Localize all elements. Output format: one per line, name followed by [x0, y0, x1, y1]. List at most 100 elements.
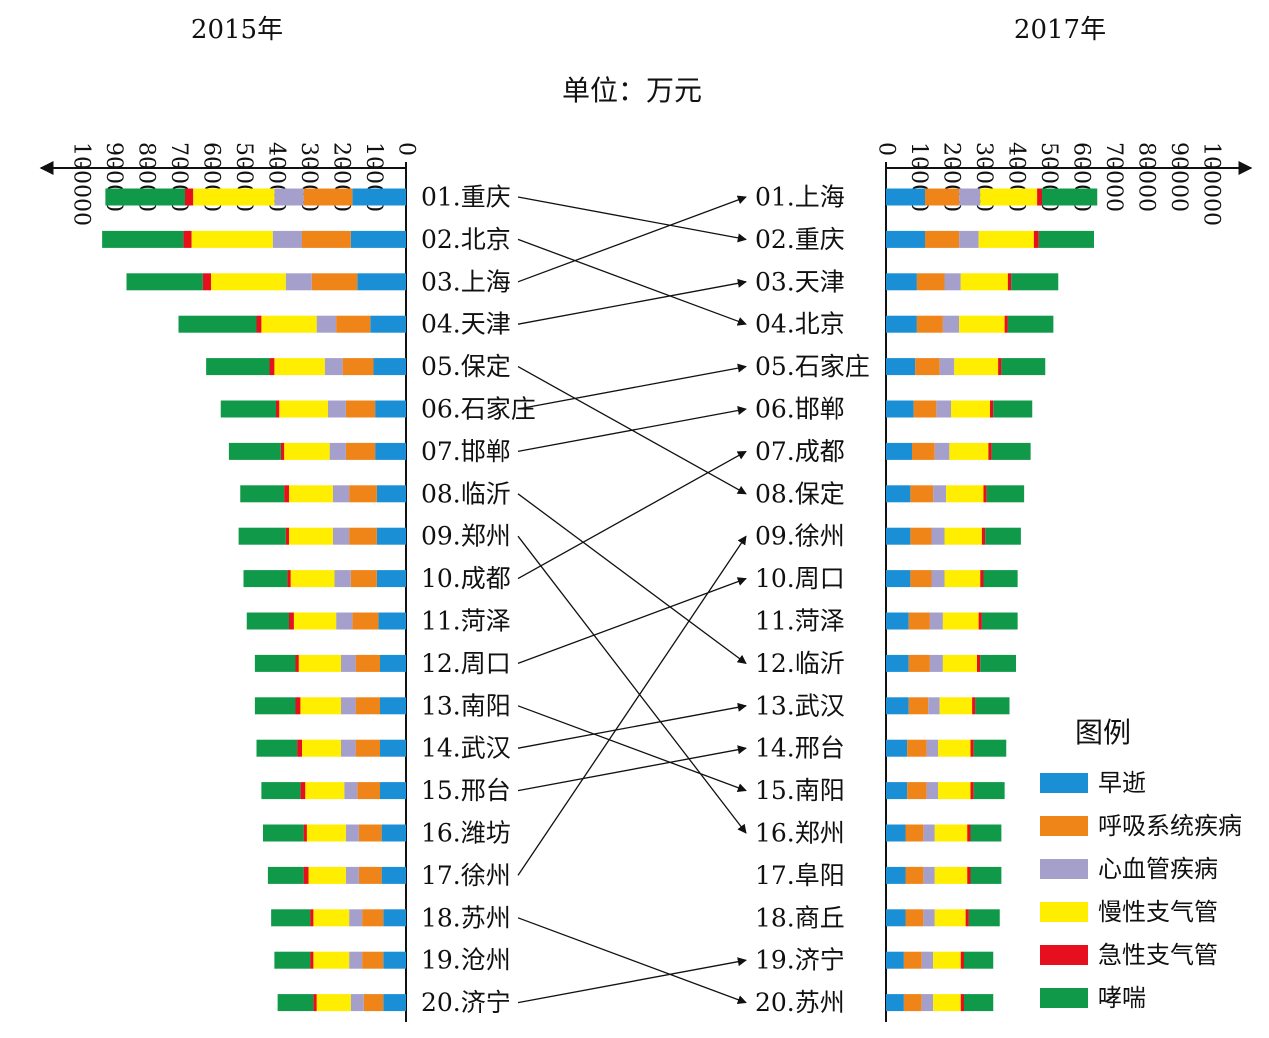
bar-segment: [324, 358, 343, 376]
category-label: 12.临沂: [755, 649, 845, 678]
rank-change-arrow: [517, 363, 747, 410]
category-label: 20.济宁: [421, 988, 511, 1017]
bar-segment: [903, 994, 922, 1012]
rank-change-arrows: [517, 195, 747, 1005]
bar-segment: [274, 188, 304, 206]
bar-segment: [276, 400, 280, 418]
bar-segment: [910, 570, 932, 588]
bar-segment: [886, 994, 904, 1012]
bar-segment: [938, 782, 971, 800]
bar-segment: [926, 782, 939, 800]
bar-segment: [303, 188, 353, 206]
bar-segment: [350, 570, 377, 588]
bar-segment: [905, 909, 924, 927]
bar-segment: [923, 866, 935, 884]
bar-segment: [274, 358, 325, 376]
bar-segment: [261, 315, 317, 333]
bar-segment: [942, 315, 960, 333]
bar-segment: [886, 866, 906, 884]
bar-segment: [970, 782, 974, 800]
bar-segment: [915, 358, 940, 376]
bar-segment: [886, 442, 912, 460]
axis-tick-label: 0: [874, 142, 899, 156]
bar-segment: [921, 994, 934, 1012]
category-label: 12.周口: [421, 649, 511, 678]
bar-segment: [983, 570, 1018, 588]
bar-segment: [308, 866, 346, 884]
bar-segment: [886, 230, 925, 248]
bar-segment: [949, 442, 989, 460]
bar-segment: [970, 824, 1002, 842]
bar-segment: [306, 824, 346, 842]
bar-segment: [329, 442, 346, 460]
bar-segment: [287, 570, 291, 588]
bar-segment: [295, 654, 299, 672]
rank-change-arrow: [517, 535, 747, 876]
bar-segment: [381, 866, 407, 884]
bar-segment: [332, 485, 350, 503]
bar-segment: [370, 315, 406, 333]
bar-segment: [332, 527, 350, 545]
rank-change-arrow: [517, 702, 747, 749]
category-label: 03.天津: [755, 267, 845, 296]
category-label: 02.北京: [421, 225, 511, 254]
bar-segment: [988, 442, 992, 460]
category-label: 10.成都: [421, 564, 511, 593]
bar-segment: [973, 739, 1007, 757]
bar-segment: [334, 570, 351, 588]
rank-change-arrow: [517, 196, 747, 243]
category-label: 03.上海: [421, 267, 511, 296]
bar-segment: [923, 909, 935, 927]
category-label: 06.邯郸: [755, 395, 845, 424]
axis-tick-label: 100000: [1199, 142, 1224, 226]
category-label: 15.南阳: [755, 776, 845, 805]
bar-segment: [284, 485, 290, 503]
bar-segment: [313, 994, 317, 1012]
bar-segment: [271, 909, 311, 927]
category-label: 07.邯郸: [421, 437, 511, 466]
rank-change-arrow: [517, 450, 747, 580]
bar-segment: [311, 273, 358, 291]
bar-segment: [981, 612, 1018, 630]
category-label: 02.重庆: [755, 225, 845, 254]
bar-segment: [886, 909, 906, 927]
category-label: 14.武汉: [421, 734, 511, 763]
bar-segment: [300, 697, 342, 715]
bar-segment: [246, 612, 289, 630]
category-label: 16.潍坊: [421, 819, 511, 848]
bar-segment: [1038, 230, 1094, 248]
bar-segment: [243, 570, 288, 588]
bar-segment: [302, 230, 351, 248]
rank-change-arrow: [517, 917, 747, 1005]
bar-segment: [913, 400, 937, 418]
category-label: 19.沧州: [421, 946, 511, 975]
bar-segment: [305, 782, 345, 800]
bar-segment: [886, 612, 909, 630]
bar-segment: [352, 188, 407, 206]
legend-title: 图例: [1075, 716, 1131, 749]
bar-segment: [228, 442, 281, 460]
legend-swatch: [1040, 945, 1088, 965]
rank-change-arrow: [517, 957, 747, 1004]
right-bars: [886, 188, 1098, 1012]
category-label: 09.徐州: [755, 522, 845, 551]
category-label: 04.北京: [755, 310, 845, 339]
bar-segment: [959, 315, 1005, 333]
bar-segment: [380, 782, 406, 800]
bar-segment: [944, 527, 982, 545]
bar-segment: [256, 739, 298, 757]
bar-segment: [316, 315, 337, 333]
bar-segment: [1001, 358, 1046, 376]
bar-segment: [886, 824, 906, 842]
rank-change-arrow: [517, 195, 747, 283]
bar-segment: [1033, 230, 1039, 248]
bar-segment: [980, 654, 1016, 672]
bar-segment: [938, 739, 971, 757]
bar-segment: [272, 230, 302, 248]
right-value-axis: 0 10000 20000 30000 40000 50000 60000 70000 8000…: [874, 142, 1253, 226]
bar-segment: [193, 188, 275, 206]
right-chart-title: 2017年: [1014, 15, 1106, 45]
bar-segment: [238, 527, 286, 545]
legend-swatch: [1040, 902, 1088, 922]
bar-segment: [886, 400, 914, 418]
